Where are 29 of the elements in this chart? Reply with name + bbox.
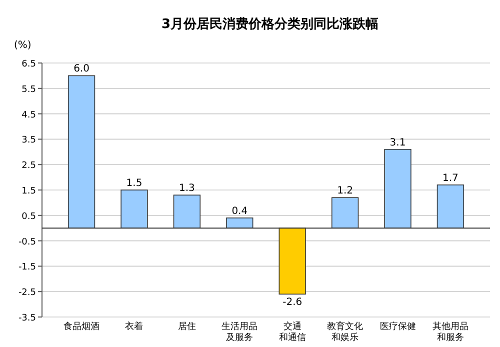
y-tick-label: -1.5 bbox=[18, 262, 36, 273]
x-tick-label: 交通和通信 bbox=[278, 321, 306, 343]
x-tick-label: 生活用品及服务 bbox=[222, 321, 258, 343]
data-label: 1.3 bbox=[178, 183, 195, 194]
data-label: -2.6 bbox=[282, 297, 302, 308]
data-label: 1.7 bbox=[442, 172, 458, 184]
y-tick-label: 1.5 bbox=[22, 186, 36, 196]
y-tick-label: -3.5 bbox=[18, 314, 36, 324]
y-tick-label: 2.5 bbox=[22, 161, 36, 172]
y-axis-title: (%) bbox=[14, 40, 32, 51]
y-tick-label: 5.5 bbox=[22, 84, 36, 95]
data-label: 1.2 bbox=[337, 186, 354, 197]
y-tick-label: -2.5 bbox=[18, 288, 36, 298]
x-tick-label: 居住 bbox=[178, 321, 196, 332]
y-tick-label: 3.5 bbox=[22, 136, 36, 146]
data-label: 0.4 bbox=[232, 206, 248, 217]
x-tick-label: 食品烟酒 bbox=[64, 321, 100, 332]
data-label: 1.5 bbox=[126, 178, 142, 189]
data-label: 3.1 bbox=[390, 137, 406, 148]
x-tick-label: 教育文化和娱乐 bbox=[327, 321, 364, 343]
x-tick-label: 衣着 bbox=[125, 321, 144, 332]
y-tick-label: 0.5 bbox=[22, 212, 36, 222]
chart-title: 3月份居民消费价格分类别同比涨跌幅 bbox=[161, 17, 379, 32]
data-label: 6.0 bbox=[74, 64, 90, 75]
x-tick-label: 医疗保健 bbox=[380, 321, 416, 332]
y-tick-label: 4.5 bbox=[22, 110, 36, 120]
x-tick-label: 其他用品和服务 bbox=[432, 321, 468, 343]
y-tick-label: -0.5 bbox=[18, 237, 36, 248]
y-tick-label: 6.5 bbox=[22, 60, 36, 70]
